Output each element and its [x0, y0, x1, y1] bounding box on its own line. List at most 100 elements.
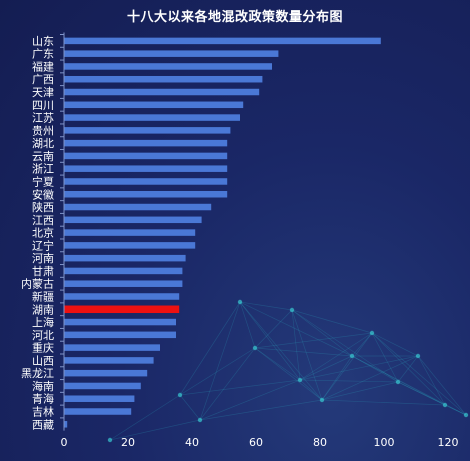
- network-line: [199, 399, 323, 421]
- bar: [64, 203, 212, 211]
- bar: [64, 101, 244, 109]
- network-node: [289, 307, 295, 313]
- network-node: [442, 402, 448, 408]
- network-line: [254, 332, 373, 349]
- network-line: [179, 347, 256, 396]
- category-label: 青海: [32, 392, 54, 406]
- x-tick-labels: 0 20 40 60 80 100 120: [61, 436, 459, 449]
- network-line: [321, 355, 353, 401]
- bar: [64, 305, 180, 314]
- network-line: [351, 332, 373, 357]
- bar: [64, 395, 135, 402]
- network-line: [397, 381, 467, 416]
- bar: [64, 242, 196, 249]
- bar: [64, 408, 132, 415]
- network-decoration: [107, 299, 469, 443]
- network-line: [291, 309, 373, 334]
- x-tick-label: 40: [185, 436, 199, 449]
- network-node: [252, 345, 258, 351]
- network-line: [371, 332, 446, 406]
- category-label: 西藏: [32, 418, 54, 431]
- bar: [64, 114, 240, 121]
- network-line: [254, 347, 301, 381]
- network-line: [179, 379, 301, 396]
- network-line: [321, 399, 446, 406]
- network-line: [371, 332, 399, 383]
- category-label: 湖南: [32, 303, 54, 316]
- network-line: [254, 309, 293, 349]
- x-tick-label: 0: [61, 436, 68, 449]
- network-line: [199, 379, 301, 421]
- network-line: [351, 355, 399, 383]
- bar: [64, 267, 183, 275]
- bar: [64, 127, 231, 134]
- bar: [64, 75, 263, 83]
- network-line: [397, 355, 419, 383]
- x-tick-label: 100: [374, 436, 395, 449]
- category-label: 江苏: [32, 112, 54, 125]
- category-label: 重庆: [32, 341, 54, 355]
- bar: [64, 344, 160, 351]
- category-label: 山东: [32, 35, 54, 48]
- category-label: 浙江: [32, 163, 54, 176]
- bar: [64, 63, 272, 70]
- network-line: [321, 332, 373, 401]
- network-line: [239, 301, 256, 349]
- network-node: [395, 379, 401, 385]
- category-label: 广东: [32, 48, 54, 61]
- category-label: 河南: [32, 252, 54, 265]
- bar: [64, 178, 228, 185]
- network-line: [299, 355, 419, 381]
- category-label: 福建: [32, 59, 54, 73]
- category-label: 内蒙古: [21, 277, 54, 291]
- category-label: 广西: [32, 73, 54, 86]
- bar: [64, 152, 228, 160]
- bar: [64, 88, 260, 96]
- network-line: [254, 347, 353, 357]
- bar-group: [64, 37, 381, 428]
- network-node: [177, 392, 183, 398]
- network-line: [371, 332, 467, 416]
- network-node: [319, 397, 325, 403]
- category-label: 上海: [32, 315, 54, 329]
- category-label: 宁夏: [32, 174, 54, 188]
- network-line: [299, 379, 399, 383]
- network-line: [321, 381, 399, 401]
- network-line: [239, 301, 293, 311]
- bar: [64, 37, 381, 45]
- category-label: 北京: [32, 226, 54, 240]
- network-line: [254, 347, 323, 401]
- bar: [64, 191, 228, 198]
- category-label: 云南: [32, 150, 54, 163]
- network-node: [349, 353, 355, 359]
- network-line: [199, 347, 256, 421]
- category-label: 海南: [32, 379, 54, 393]
- bar: [64, 382, 141, 390]
- category-label: 安徽: [32, 187, 54, 201]
- network-line: [321, 355, 419, 401]
- network-line: [239, 301, 323, 401]
- network-line: [239, 301, 353, 357]
- axes: [60, 32, 65, 431]
- network-line: [397, 381, 446, 406]
- network-line: [239, 301, 301, 381]
- network-line: [417, 355, 467, 416]
- bar: [64, 318, 176, 326]
- network-line: [179, 301, 241, 396]
- bar: [64, 280, 183, 287]
- bar: [64, 165, 228, 172]
- category-label: 陕西: [32, 200, 54, 214]
- category-label: 辽宁: [32, 238, 54, 252]
- network-node: [463, 412, 469, 418]
- network-node: [297, 377, 303, 383]
- network-node: [237, 299, 243, 305]
- x-tick-label: 80: [313, 436, 327, 449]
- network-line: [109, 394, 181, 441]
- category-label: 天津: [32, 86, 54, 99]
- network-line: [299, 355, 353, 381]
- bar: [64, 357, 154, 364]
- network-line: [179, 394, 201, 421]
- category-label: 吉林: [32, 405, 54, 419]
- category-labels: 山东广东福建广西天津四川江苏贵州湖北云南浙江宁夏安徽陕西江西北京辽宁河南甘肃内蒙…: [21, 35, 54, 431]
